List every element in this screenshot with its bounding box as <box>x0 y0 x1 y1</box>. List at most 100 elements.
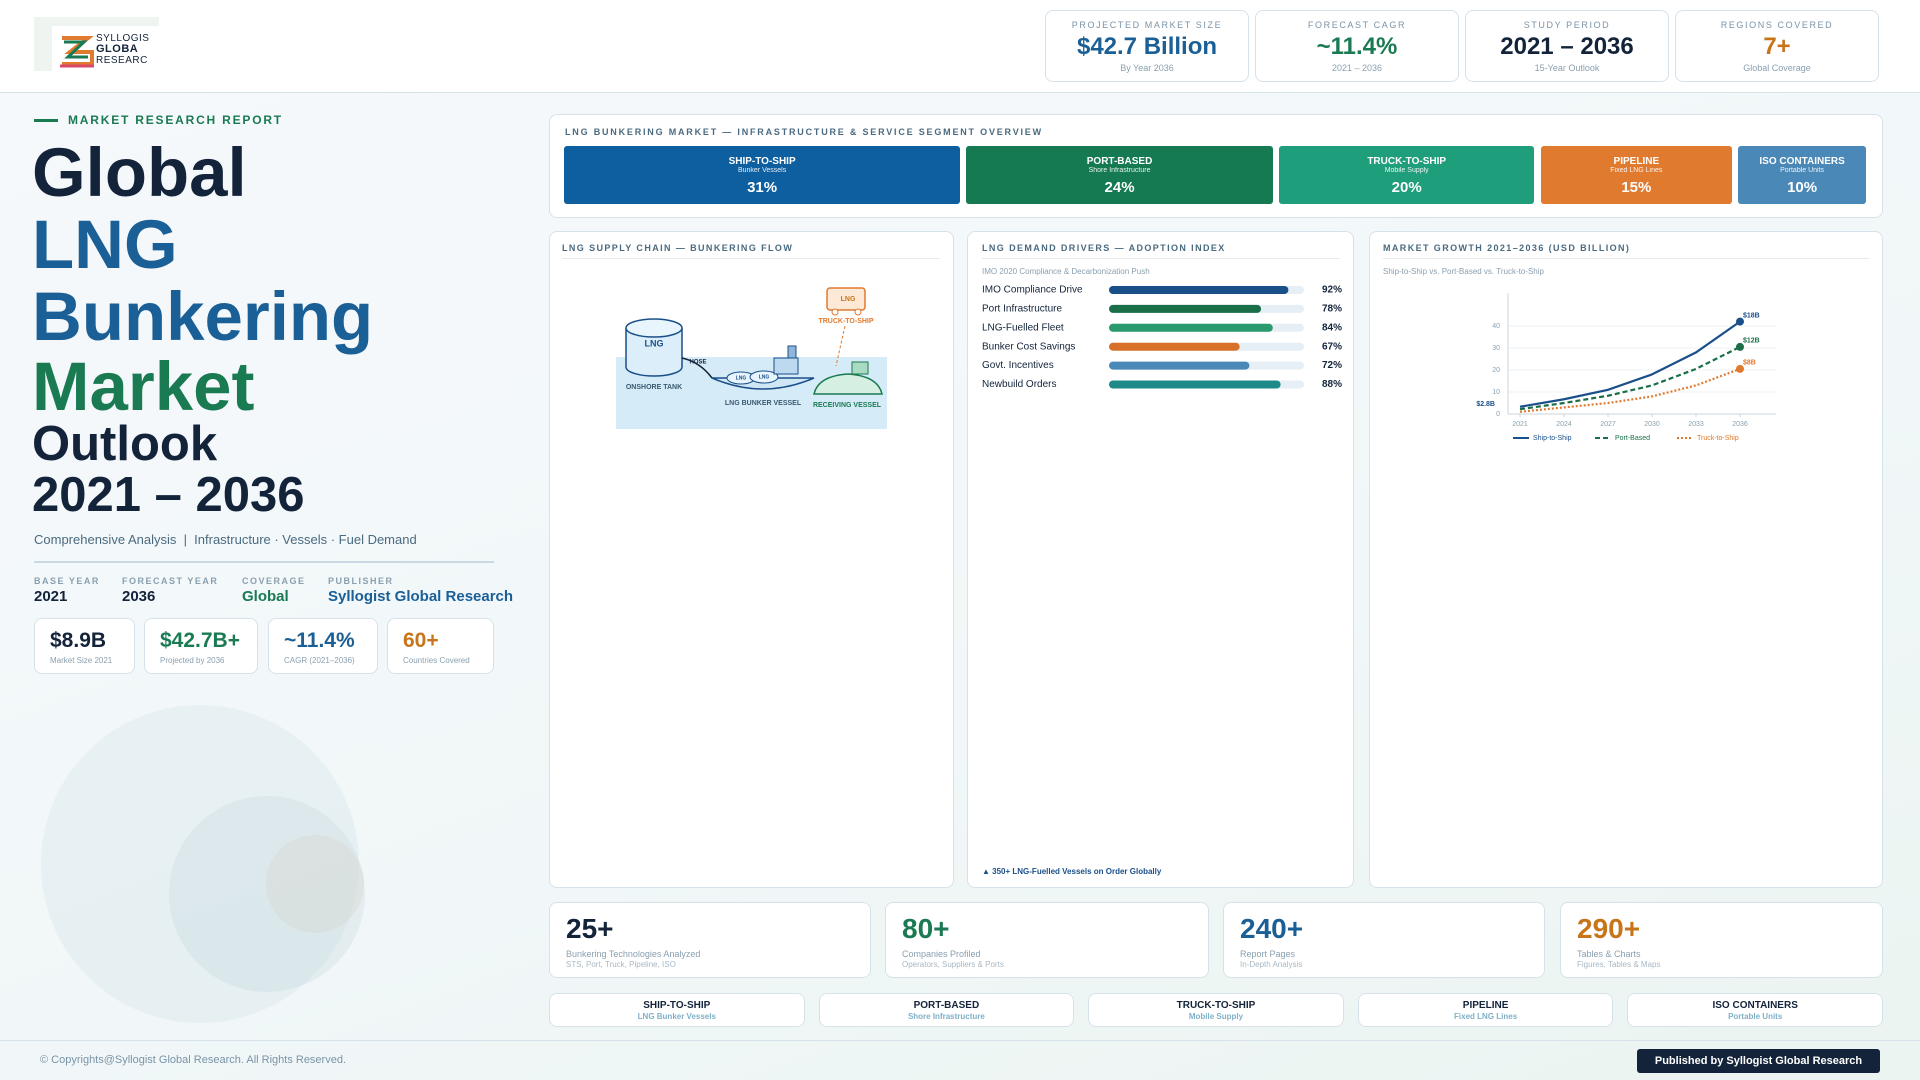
stat-label: REGIONS COVERED <box>1720 20 1834 30</box>
stat-card: FORECAST CAGR ~11.4% 2021 – 2036 <box>1255 10 1459 82</box>
panel <box>1369 231 1883 888</box>
panel-title: MARKET GROWTH 2021–2036 (USD BILLION) <box>1383 243 1631 253</box>
stat-sub: By Year 2036 <box>1120 63 1174 73</box>
kpi-label: Market Size 2021 <box>50 656 113 665</box>
stat-card: PROJECTED MARKET SIZE $42.7 Billion By Yea… <box>1045 10 1249 82</box>
title-line: 2021 – 2036 <box>32 468 305 522</box>
kpi-card: $8.9B Market Size 2021 <box>34 618 135 674</box>
segment-name: SHIP-TO-SHIP <box>728 156 796 167</box>
stat-tile: 290+ Tables & Charts Figures, Tables & Map… <box>1560 902 1883 978</box>
meta-label: FORECAST YEAR <box>122 576 219 586</box>
title-line: Market <box>32 348 255 425</box>
tile-sub: Figures, Tables & Maps <box>1577 960 1661 969</box>
tab-sub: Shore Infrastructure <box>907 1012 985 1021</box>
stat-sub: 15-Year Outlook <box>1534 63 1600 73</box>
kpi-card: 60+ Countries Covered <box>387 618 494 674</box>
tile-value: 240+ <box>1240 913 1304 944</box>
stat-tile: 240+ Report Pages In-Depth Analysis <box>1223 902 1545 978</box>
tile-sub: STS, Port, Truck, Pipeline, ISO <box>566 960 676 969</box>
tab-sub: Fixed LNG Lines <box>1454 1012 1518 1021</box>
subtitle: Comprehensive Analysis | Infrastructure … <box>34 532 417 547</box>
tile-value: 25+ <box>566 913 614 944</box>
stat-sub: Global Coverage <box>1743 63 1811 73</box>
panel <box>549 231 954 888</box>
segment-sub: Bunker Vessels <box>737 167 787 174</box>
segment-share: 24% <box>1104 179 1135 196</box>
kpi-card: ~11.4% CAGR (2021–2036) <box>268 618 378 674</box>
title-line: Bunkering <box>32 278 374 355</box>
tile-label: Report Pages <box>1240 949 1296 959</box>
tile-label: Bunkering Technologies Analyzed <box>566 949 701 959</box>
stat-tile: 25+ Bunkering Technologies Analyzed STS, P… <box>549 902 871 978</box>
meta-label: BASE YEAR <box>34 576 100 586</box>
tab-name: PIPELINE <box>1462 1000 1509 1011</box>
segment-tab: PIPELINE Fixed LNG Lines <box>1357 993 1614 1027</box>
tile-label: Tables & Charts <box>1577 949 1641 959</box>
stat-card: STUDY PERIOD 2021 – 2036 15-Year Outlook <box>1465 10 1669 82</box>
meta-value: Syllogist Global Research <box>328 588 514 605</box>
kpi-label: CAGR (2021–2036) <box>284 656 355 665</box>
kicker-line <box>34 119 58 122</box>
segment-sub: Fixed LNG Lines <box>1610 167 1663 174</box>
stat-sub: 2021 – 2036 <box>1331 63 1383 73</box>
segment-name: TRUCK-TO-SHIP <box>1367 156 1447 167</box>
segment-tab: PORT-BASED Shore Infrastructure <box>818 993 1075 1027</box>
tab-sub: LNG Bunker Vessels <box>637 1012 716 1021</box>
segment-sub: Shore Infrastructure <box>1088 167 1151 174</box>
tab-name: ISO CONTAINERS <box>1712 1000 1798 1011</box>
meta-label: PUBLISHER <box>328 576 394 586</box>
stat-label: FORECAST CAGR <box>1307 20 1407 30</box>
kpi-value: ~11.4% <box>284 629 355 652</box>
segment-bar: PORT-BASED Shore Infrastructure 24% <box>966 146 1273 204</box>
meta-label: COVERAGE <box>242 576 306 586</box>
deco-circle <box>169 796 365 992</box>
kpi-value: 60+ <box>403 629 439 652</box>
segment-bar: SHIP-TO-SHIP Bunker Vessels 31% <box>564 146 961 204</box>
title-line: Global <box>32 134 247 211</box>
segment-name: ISO CONTAINERS <box>1759 156 1845 167</box>
tab-sub: Portable Units <box>1728 1012 1783 1021</box>
segment-sub: Mobile Supply <box>1384 167 1429 174</box>
stat-label: PROJECTED MARKET SIZE <box>1071 20 1223 30</box>
meta-value: 2021 <box>34 588 68 605</box>
segment-tab: TRUCK-TO-SHIP Mobile Supply <box>1088 993 1344 1027</box>
segment-bar: TRUCK-TO-SHIP Mobile Supply 20% <box>1278 146 1535 204</box>
panel-title: LNG SUPPLY CHAIN — BUNKERING FLOW <box>562 243 794 253</box>
copyright: © Copyrights@Syllogist Global Research. … <box>40 1054 347 1066</box>
kpi-value: $42.7B+ <box>160 629 240 652</box>
tab-sub: Mobile Supply <box>1188 1012 1244 1021</box>
stat-value: 7+ <box>1763 33 1791 60</box>
segment-share: 10% <box>1787 179 1818 196</box>
segment-share: 31% <box>747 179 778 196</box>
kpi-label: Projected by 2036 <box>160 656 225 665</box>
meta-value: 2036 <box>122 588 156 605</box>
kpi-value: $8.9B <box>50 629 107 652</box>
segment-bar: PIPELINE Fixed LNG Lines 15% <box>1540 146 1733 204</box>
deco-circle <box>41 705 359 1023</box>
panel <box>967 231 1354 888</box>
kpi-label: Countries Covered <box>403 656 470 665</box>
segment-name: PORT-BASED <box>1086 156 1153 167</box>
stat-card: REGIONS COVERED 7+ Global Coverage <box>1675 10 1879 82</box>
tile-label: Companies Profiled <box>902 949 981 959</box>
stat-label: STUDY PERIOD <box>1523 20 1611 30</box>
segment-name: PIPELINE <box>1613 156 1660 167</box>
segment-tab: ISO CONTAINERS Portable Units <box>1627 993 1883 1027</box>
panel-title: LNG BUNKERING MARKET — INFRASTRUCTURE & … <box>565 127 1043 137</box>
kicker: MARKET RESEARCH REPORT <box>68 113 283 127</box>
title-line: Outlook <box>32 417 218 471</box>
panel-rule <box>562 258 940 259</box>
panel-rule <box>982 258 1340 259</box>
stat-value: ~11.4% <box>1316 33 1398 60</box>
tile-sub: Operators, Suppliers & Ports <box>902 960 1004 969</box>
segment-tab: SHIP-TO-SHIP LNG Bunker Vessels <box>549 993 805 1027</box>
tab-name: TRUCK-TO-SHIP <box>1176 1000 1256 1011</box>
tile-sub: In-Depth Analysis <box>1240 960 1303 969</box>
stat-tile: 80+ Companies Profiled Operators, Supplier… <box>885 902 1209 978</box>
tab-name: SHIP-TO-SHIP <box>643 1000 711 1011</box>
logo-text: RESEARC <box>96 55 148 66</box>
kpi-card: $42.7B+ Projected by 2036 <box>144 618 258 674</box>
deco-circle <box>266 835 364 933</box>
tab-name: PORT-BASED <box>913 1000 980 1011</box>
